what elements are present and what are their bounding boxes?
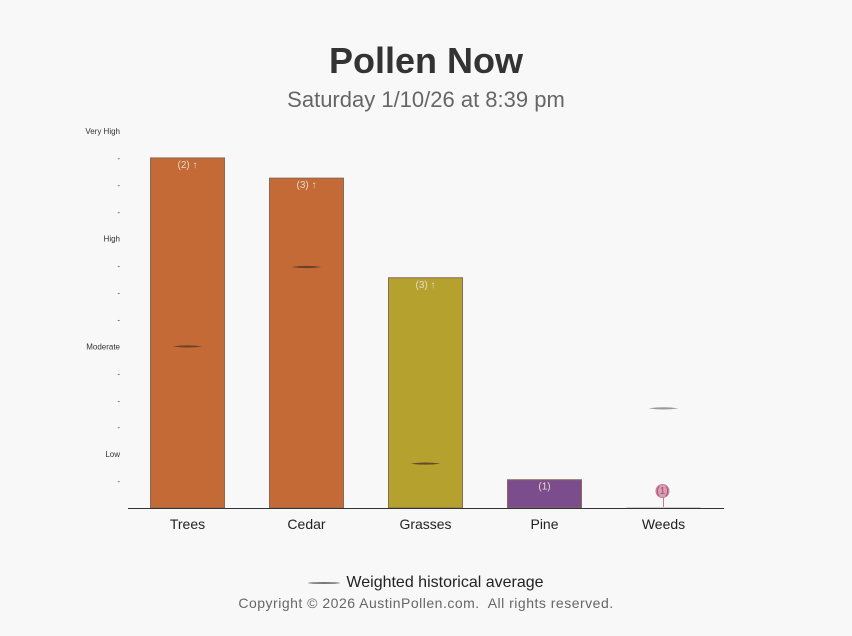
copyright-text: Copyright © 2026 AustinPollen.com. All r…: [238, 595, 614, 611]
chart-title: Pollen Now: [328, 40, 523, 81]
bars: (2) ↑ (3) ↑ (3) ↑ (1) (1): [150, 157, 701, 509]
y-tick-label-14: Very High: [85, 127, 120, 136]
avg-marker-weeds: [648, 407, 679, 410]
x-tick-label-trees: Trees: [170, 516, 205, 532]
bar-label-trees: (2) ↑: [178, 160, 198, 171]
chart-subtitle: Saturday 1/10/26 at 8:39 pm: [287, 87, 565, 112]
y-tick-label-7: -: [117, 316, 120, 325]
x-tick-label-pine: Pine: [530, 516, 558, 532]
x-tick-label-cedar: Cedar: [287, 516, 325, 532]
y-tick-label-13: -: [117, 154, 120, 163]
legend: Weighted historical average: [0, 574, 852, 592]
x-tick-label-weeds: Weeds: [642, 516, 685, 532]
y-axis: - Low - - - Moderate - - - High - - - Very High: [85, 127, 120, 486]
bar-label-pine: (1): [538, 482, 550, 493]
y-tick-label-6: Moderate: [86, 342, 120, 351]
y-tick-label-10: High: [104, 235, 120, 244]
y-tick-label-2: Low: [105, 450, 120, 459]
bar-label-cedar: (3) ↑: [297, 180, 317, 191]
bar-cedar: [269, 177, 344, 509]
bar-trees: [150, 157, 225, 509]
bar-grasses: [388, 277, 463, 509]
y-tick-label-11: -: [117, 208, 120, 217]
y-tick-label-5: -: [117, 369, 120, 378]
y-tick-label-1: -: [117, 477, 120, 486]
y-tick-label-12: -: [117, 181, 120, 190]
avg-marker-trees: [172, 345, 203, 348]
y-tick-label-8: -: [117, 289, 120, 298]
legend-label: Weighted historical average: [346, 574, 544, 591]
avg-marker-cedar: [291, 265, 322, 269]
avg-marker-grasses: [410, 462, 441, 465]
y-tick-label-3: -: [117, 423, 120, 432]
bar-marker-weeds: [655, 484, 670, 498]
x-tick-label-grasses: Grasses: [399, 516, 451, 532]
y-tick-label-9: -: [117, 262, 120, 271]
x-axis: Trees Cedar Grasses Pine Weeds: [170, 516, 685, 532]
bar-label-weeds: (1): [656, 486, 668, 497]
bar-label-grasses: (3) ↑: [416, 280, 436, 291]
y-tick-label-4: -: [117, 396, 120, 405]
legend-swatch: [308, 581, 341, 584]
historical-averages: [172, 265, 679, 465]
